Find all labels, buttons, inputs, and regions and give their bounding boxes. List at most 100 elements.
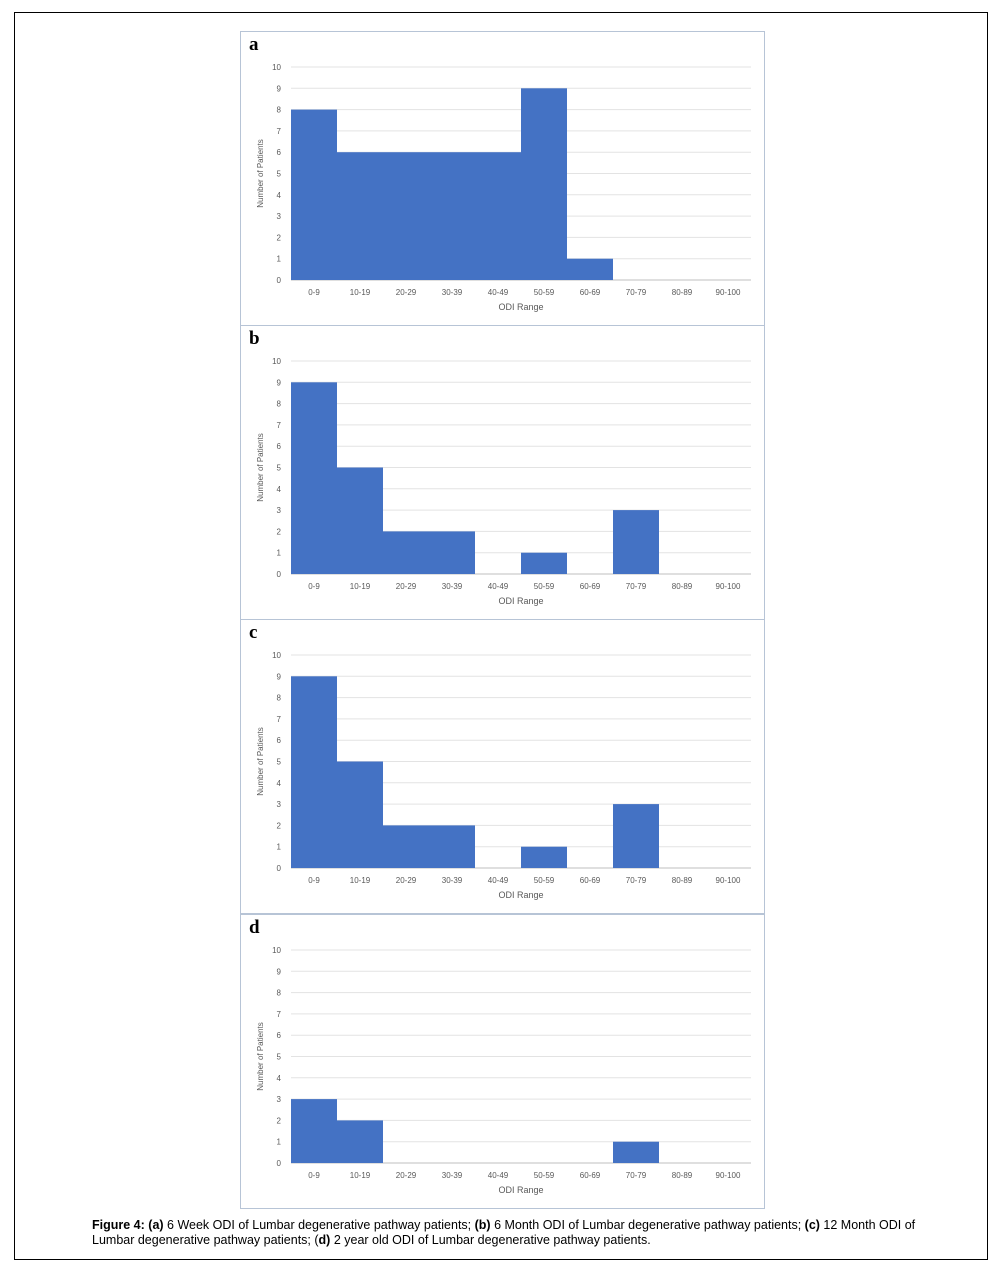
bar-70-79 bbox=[613, 510, 659, 574]
panel-label: d bbox=[249, 917, 260, 938]
x-tick-label: 90-100 bbox=[716, 1171, 741, 1180]
bar-70-79 bbox=[613, 804, 659, 868]
y-tick-label: 10 bbox=[272, 946, 281, 955]
x-tick-label: 70-79 bbox=[626, 288, 647, 297]
x-tick-label: 30-39 bbox=[442, 1171, 463, 1180]
y-tick-label: 4 bbox=[277, 191, 282, 200]
x-tick-label: 20-29 bbox=[396, 582, 417, 591]
x-tick-label: 90-100 bbox=[716, 876, 741, 885]
y-tick-label: 7 bbox=[277, 127, 282, 136]
y-tick-label: 1 bbox=[277, 255, 282, 264]
bar-30-39 bbox=[429, 531, 475, 574]
x-tick-label: 30-39 bbox=[442, 876, 463, 885]
y-axis-label: Number of Patients bbox=[256, 139, 265, 207]
x-tick-label: 60-69 bbox=[580, 876, 601, 885]
y-tick-label: 0 bbox=[277, 570, 282, 579]
bar-0-9 bbox=[291, 109, 337, 280]
x-tick-label: 40-49 bbox=[488, 876, 509, 885]
bar-40-49 bbox=[475, 152, 521, 280]
y-tick-label: 2 bbox=[277, 1116, 282, 1125]
bar-70-79 bbox=[613, 1141, 659, 1163]
y-tick-label: 0 bbox=[277, 276, 282, 285]
y-tick-label: 8 bbox=[277, 106, 282, 115]
x-tick-label: 40-49 bbox=[488, 288, 509, 297]
x-tick-label: 50-59 bbox=[534, 288, 555, 297]
y-tick-label: 4 bbox=[277, 779, 282, 788]
x-axis-label: ODI Range bbox=[498, 596, 543, 606]
x-tick-label: 20-29 bbox=[396, 288, 417, 297]
y-tick-label: 4 bbox=[277, 485, 282, 494]
caption-text-part: 6 Month ODI of Lumbar degenerative pathw… bbox=[490, 1218, 805, 1232]
bar-0-9 bbox=[291, 1099, 337, 1163]
x-tick-label: 70-79 bbox=[626, 876, 647, 885]
y-tick-label: 7 bbox=[277, 715, 282, 724]
y-axis-label: Number of Patients bbox=[256, 1022, 265, 1090]
chart-b-svg: 0 1 2 3 4 5 6 7 8 9 10 0-9 10-19 20-29 30-39 40-49 50-59… bbox=[256, 357, 751, 606]
y-tick-label: 5 bbox=[277, 1053, 282, 1062]
x-tick-label: 10-19 bbox=[350, 1171, 371, 1180]
x-tick-label: 50-59 bbox=[534, 876, 555, 885]
bar-50-59 bbox=[521, 846, 567, 868]
chart-panel-b: b 0 1 2 3 4 5 6 7 8 9 10 0-9 10-19 20-29 30-39 40-49 50-… bbox=[240, 325, 765, 620]
y-tick-label: 3 bbox=[277, 212, 282, 221]
y-tick-label: 3 bbox=[277, 800, 282, 809]
y-tick-label: 6 bbox=[277, 442, 282, 451]
y-tick-label: 9 bbox=[277, 378, 282, 387]
caption-bold-part: (a) bbox=[148, 1218, 164, 1232]
bar-10-19 bbox=[337, 152, 383, 280]
bar-20-29 bbox=[383, 152, 429, 280]
bar-30-39 bbox=[429, 152, 475, 280]
caption-text-part: 2 year old ODI of Lumbar degenerative pa… bbox=[330, 1233, 651, 1247]
x-tick-label: 50-59 bbox=[534, 1171, 555, 1180]
bar-10-19 bbox=[337, 1120, 383, 1163]
chart-d-svg: 0 1 2 3 4 5 6 7 8 9 10 0-9 10-19 20-29 30-39 40-49 50-59… bbox=[256, 946, 751, 1195]
x-tick-label: 90-100 bbox=[716, 582, 741, 591]
bar-20-29 bbox=[383, 825, 429, 868]
x-tick-label: 10-19 bbox=[350, 876, 371, 885]
x-tick-label: 60-69 bbox=[580, 1171, 601, 1180]
y-tick-label: 1 bbox=[277, 549, 282, 558]
bar-0-9 bbox=[291, 382, 337, 574]
y-tick-label: 8 bbox=[277, 400, 282, 409]
x-tick-label: 60-69 bbox=[580, 288, 601, 297]
chart-panel-a: a 0 1 2 3 4 5 6 7 8 9 10 0-9 10-19 20-29 30-39 40-49 50-… bbox=[240, 31, 765, 326]
x-tick-label: 70-79 bbox=[626, 582, 647, 591]
y-tick-label: 5 bbox=[277, 170, 282, 179]
y-tick-label: 0 bbox=[277, 1159, 282, 1168]
y-tick-label: 7 bbox=[277, 1010, 282, 1019]
y-tick-label: 3 bbox=[277, 506, 282, 515]
x-tick-label: 80-89 bbox=[672, 876, 693, 885]
y-tick-label: 7 bbox=[277, 421, 282, 430]
x-tick-label: 90-100 bbox=[716, 288, 741, 297]
bar-50-59 bbox=[521, 88, 567, 280]
chart-c-svg: 0 1 2 3 4 5 6 7 8 9 10 0-9 10-19 20-29 30-39 40-49 50-59… bbox=[256, 651, 751, 900]
chart-a-svg: 0 1 2 3 4 5 6 7 8 9 10 0-9 10-19 20-29 30-39 40-49 50-59… bbox=[256, 63, 751, 312]
figure-caption: Figure 4: (a) 6 Week ODI of Lumbar degen… bbox=[92, 1218, 932, 1248]
y-tick-label: 1 bbox=[277, 1138, 282, 1147]
caption-bold-part: (c) bbox=[804, 1218, 820, 1232]
x-tick-label: 20-29 bbox=[396, 876, 417, 885]
bar-60-69 bbox=[567, 258, 613, 280]
x-tick-label: 60-69 bbox=[580, 582, 601, 591]
panel-label: a bbox=[249, 34, 259, 55]
y-tick-label: 0 bbox=[277, 864, 282, 873]
x-tick-label: 40-49 bbox=[488, 1171, 509, 1180]
x-tick-label: 40-49 bbox=[488, 582, 509, 591]
x-axis-label: ODI Range bbox=[498, 1185, 543, 1195]
x-axis-label: ODI Range bbox=[498, 890, 543, 900]
y-tick-label: 6 bbox=[277, 736, 282, 745]
caption-bold-part: d) bbox=[318, 1233, 331, 1247]
y-tick-label: 9 bbox=[277, 672, 282, 681]
x-axis-label: ODI Range bbox=[498, 302, 543, 312]
panel-label: b bbox=[249, 328, 260, 349]
y-tick-label: 10 bbox=[272, 651, 281, 660]
caption-bold-part: (b) bbox=[474, 1218, 491, 1232]
caption-bold-part: Figure 4: bbox=[92, 1218, 145, 1232]
y-tick-label: 8 bbox=[277, 694, 282, 703]
x-tick-label: 0-9 bbox=[308, 288, 320, 297]
y-axis-label: Number of Patients bbox=[256, 433, 265, 501]
y-tick-label: 5 bbox=[277, 464, 282, 473]
x-tick-label: 70-79 bbox=[626, 1171, 647, 1180]
bar-0-9 bbox=[291, 676, 337, 868]
figure-frame bbox=[14, 12, 988, 1260]
